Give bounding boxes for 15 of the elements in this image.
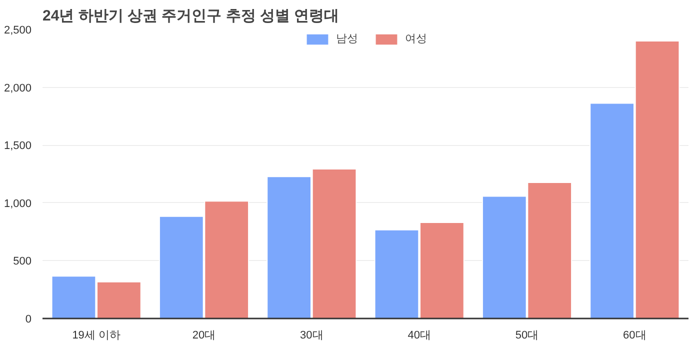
legend-label: 남성: [336, 32, 358, 46]
y-tick-label: 2,000: [4, 82, 32, 94]
x-tick-label: 60대: [623, 330, 646, 342]
y-tick-label: 0: [25, 314, 32, 326]
x-tick-label: 20대: [192, 330, 216, 342]
x-tick-label: 30대: [300, 330, 324, 342]
chart-title: 24년 하반기 상권 주거인구 추정 성별 연령대: [42, 8, 340, 24]
x-tick-label: 19세 이하: [72, 330, 120, 342]
y-tick-label: 2,500: [4, 24, 32, 36]
legend-label: 여성: [405, 32, 427, 46]
y-tick-label: 1,500: [4, 140, 32, 152]
y-tick-label: 1,000: [4, 198, 32, 210]
y-tick-label: 500: [13, 256, 32, 268]
x-tick-label: 50대: [515, 330, 539, 342]
x-tick-label: 40대: [408, 330, 431, 342]
